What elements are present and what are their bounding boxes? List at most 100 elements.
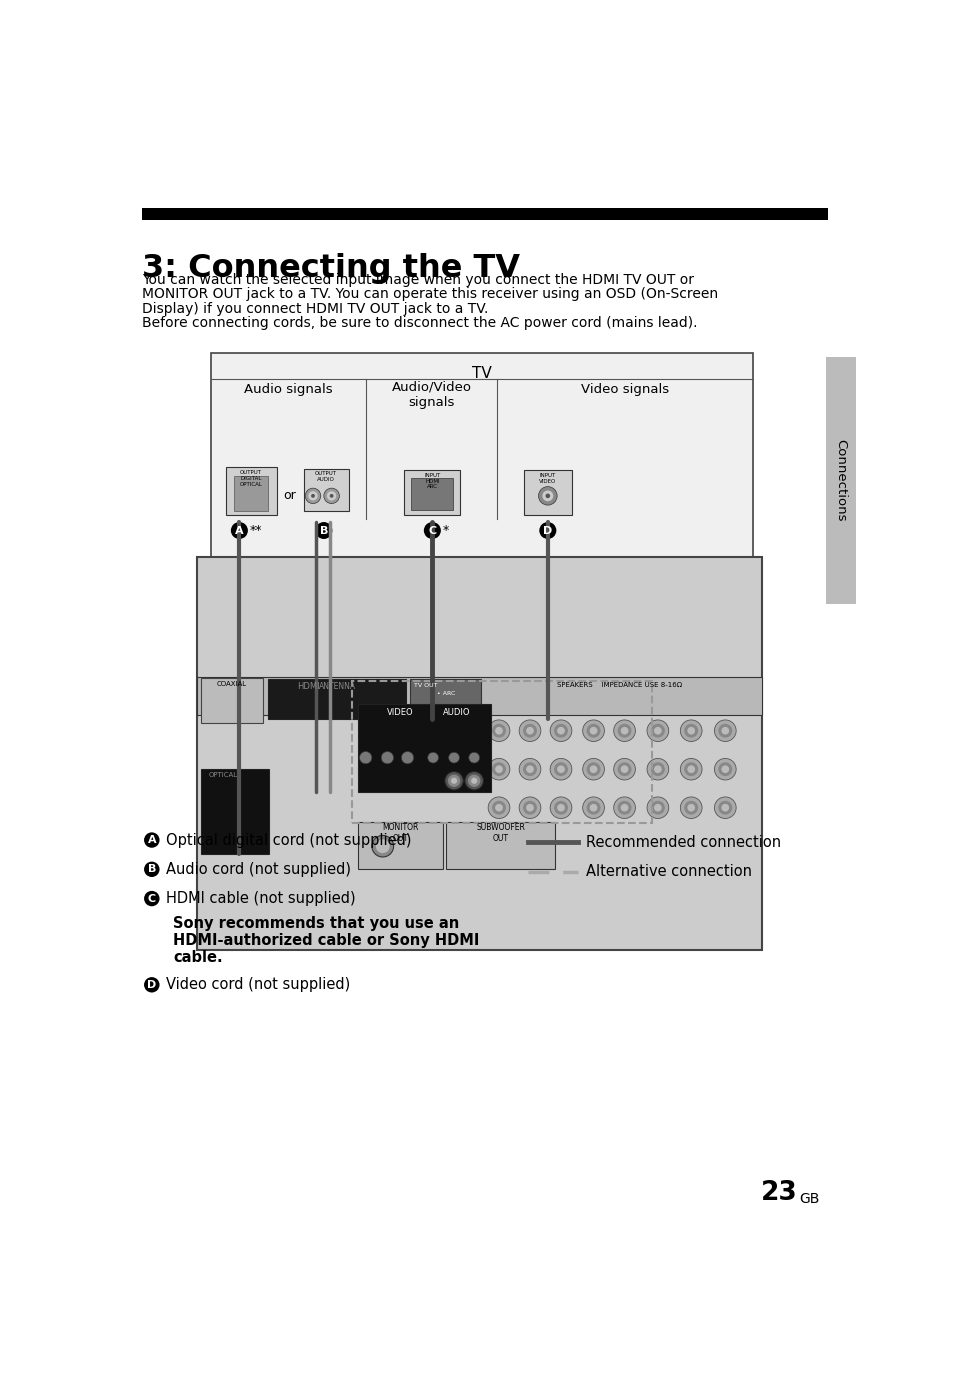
Text: INPUT
VIDEO: INPUT VIDEO xyxy=(538,472,556,483)
Circle shape xyxy=(330,494,334,498)
Text: Audio/Video
signals: Audio/Video signals xyxy=(391,380,471,409)
Text: OUTPUT
AUDIO: OUTPUT AUDIO xyxy=(314,471,336,482)
Bar xyxy=(825,357,855,604)
Bar xyxy=(196,677,761,715)
Circle shape xyxy=(471,777,476,784)
Circle shape xyxy=(613,796,635,818)
Circle shape xyxy=(468,752,479,763)
Circle shape xyxy=(683,762,698,776)
Circle shape xyxy=(654,803,661,811)
Circle shape xyxy=(582,796,604,818)
Circle shape xyxy=(492,724,505,737)
Circle shape xyxy=(518,758,540,780)
Circle shape xyxy=(686,726,695,735)
Circle shape xyxy=(714,796,736,818)
Text: A: A xyxy=(148,835,156,844)
Circle shape xyxy=(714,758,736,780)
Circle shape xyxy=(646,719,668,741)
Circle shape xyxy=(444,772,463,789)
Circle shape xyxy=(381,751,394,763)
Text: Audio signals: Audio signals xyxy=(244,383,333,397)
Bar xyxy=(303,470,348,511)
Circle shape xyxy=(650,800,664,814)
Circle shape xyxy=(308,492,317,501)
Circle shape xyxy=(522,800,537,814)
Circle shape xyxy=(451,777,456,784)
Bar xyxy=(404,471,459,515)
Bar xyxy=(268,680,406,719)
Circle shape xyxy=(683,800,698,814)
Circle shape xyxy=(679,719,701,741)
Circle shape xyxy=(144,891,159,906)
Text: AUDIO: AUDIO xyxy=(442,707,470,717)
Text: HDMI: HDMI xyxy=(297,682,320,691)
Circle shape xyxy=(557,726,564,735)
Bar xyxy=(446,821,555,869)
Bar xyxy=(142,207,827,220)
Circle shape xyxy=(720,803,728,811)
Circle shape xyxy=(522,762,537,776)
Text: Connections: Connections xyxy=(834,439,846,522)
Circle shape xyxy=(550,796,571,818)
Bar xyxy=(226,467,276,515)
Circle shape xyxy=(617,762,631,776)
Text: MONITOR
OUT: MONITOR OUT xyxy=(382,822,418,843)
Bar xyxy=(200,678,262,724)
Circle shape xyxy=(311,494,314,498)
Text: cable.: cable. xyxy=(173,950,223,965)
Circle shape xyxy=(613,719,635,741)
Text: *: * xyxy=(442,524,448,537)
Bar xyxy=(357,704,491,792)
Circle shape xyxy=(372,835,394,857)
Text: You can watch the selected input image when you connect the HDMI TV OUT or: You can watch the selected input image w… xyxy=(142,273,694,287)
Text: HDMI cable (not supplied): HDMI cable (not supplied) xyxy=(166,891,355,906)
Circle shape xyxy=(586,762,599,776)
Circle shape xyxy=(586,724,599,737)
Text: **: ** xyxy=(249,524,262,537)
Circle shape xyxy=(679,758,701,780)
Circle shape xyxy=(327,492,335,501)
Circle shape xyxy=(492,800,505,814)
Bar xyxy=(233,476,268,511)
Circle shape xyxy=(557,765,564,773)
Circle shape xyxy=(464,772,483,789)
Circle shape xyxy=(582,719,604,741)
Text: 23: 23 xyxy=(760,1179,797,1205)
Bar xyxy=(196,557,761,950)
Circle shape xyxy=(144,862,159,877)
Circle shape xyxy=(522,724,537,737)
Text: VIDEO: VIDEO xyxy=(386,707,413,717)
Text: Video signals: Video signals xyxy=(580,383,669,397)
Circle shape xyxy=(720,765,728,773)
Circle shape xyxy=(447,774,459,787)
Circle shape xyxy=(720,726,728,735)
Text: Before connecting cords, be sure to disconnect the AC power cord (mains lead).: Before connecting cords, be sure to disc… xyxy=(142,316,698,331)
Circle shape xyxy=(495,726,502,735)
Bar xyxy=(410,680,480,719)
Circle shape xyxy=(427,752,438,763)
Circle shape xyxy=(492,762,505,776)
Circle shape xyxy=(554,724,567,737)
Circle shape xyxy=(401,751,414,763)
Text: C: C xyxy=(148,894,155,903)
Circle shape xyxy=(620,803,628,811)
Text: B: B xyxy=(319,526,328,535)
Circle shape xyxy=(620,726,628,735)
Circle shape xyxy=(550,758,571,780)
Text: Recommended connection: Recommended connection xyxy=(585,835,781,850)
FancyBboxPatch shape xyxy=(411,478,453,511)
Circle shape xyxy=(488,796,509,818)
Circle shape xyxy=(495,765,502,773)
Circle shape xyxy=(488,719,509,741)
Bar xyxy=(357,821,443,869)
Text: Alternative connection: Alternative connection xyxy=(585,864,751,879)
Circle shape xyxy=(323,489,339,504)
Circle shape xyxy=(589,726,597,735)
Text: OUTPUT
DIGITAL
OPTICAL: OUTPUT DIGITAL OPTICAL xyxy=(239,471,262,487)
Circle shape xyxy=(617,800,631,814)
Circle shape xyxy=(144,978,159,993)
Circle shape xyxy=(542,490,553,501)
Text: D: D xyxy=(147,980,156,990)
Circle shape xyxy=(488,758,509,780)
Bar xyxy=(523,471,571,515)
